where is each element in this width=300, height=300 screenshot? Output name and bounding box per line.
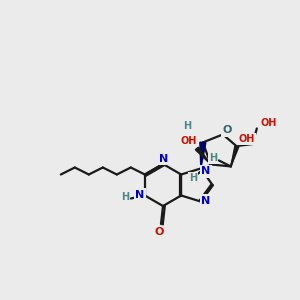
Polygon shape (200, 142, 206, 168)
Text: O: O (222, 125, 232, 135)
Text: OH: OH (181, 136, 197, 146)
Polygon shape (195, 147, 211, 164)
Text: N: N (135, 190, 144, 200)
Text: N: N (159, 154, 169, 164)
Text: OH: OH (239, 134, 255, 144)
Polygon shape (231, 146, 239, 166)
Text: OH: OH (261, 118, 277, 128)
Text: O: O (154, 227, 164, 237)
Text: N: N (201, 167, 211, 176)
Text: H: H (209, 153, 217, 164)
Text: H: H (121, 191, 129, 202)
Text: H: H (189, 173, 197, 183)
Text: N: N (201, 196, 211, 206)
Polygon shape (237, 140, 253, 146)
Text: H: H (183, 122, 191, 131)
